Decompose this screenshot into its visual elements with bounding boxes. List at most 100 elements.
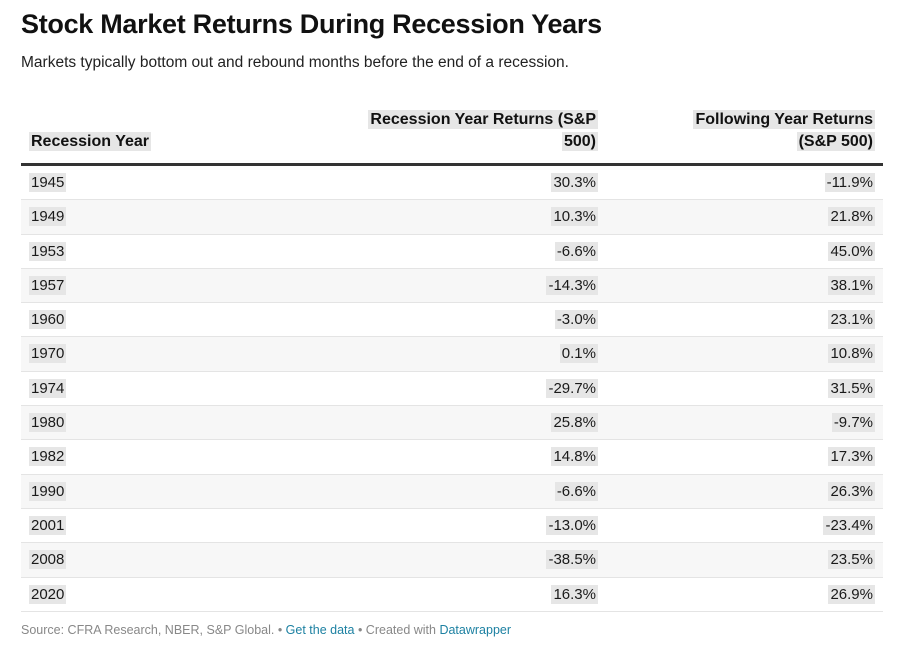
cell-value: -13.0% xyxy=(546,515,598,535)
following-return-cell: 26.9% xyxy=(828,584,875,604)
cell-value: 1974 xyxy=(29,378,67,398)
following-return-cell: 23.5% xyxy=(828,550,875,570)
table-row: 1960 -3.0% 23.1% xyxy=(21,303,883,338)
recession-return-cell: -29.7% xyxy=(546,378,598,398)
cell-value: 1980 xyxy=(29,413,67,433)
recession-year-cell: 2001 xyxy=(29,515,67,535)
following-return-cell: 31.5% xyxy=(828,378,875,398)
following-return-cell: 10.8% xyxy=(828,344,875,364)
get-data-link[interactable]: Get the data xyxy=(285,623,355,637)
recession-year-cell: 1960 xyxy=(29,310,67,330)
column-header-recession-year[interactable]: Recession Year xyxy=(29,131,152,153)
cell-value: 1953 xyxy=(29,241,67,261)
recession-return-cell: 10.3% xyxy=(551,207,598,227)
column-header-label-line1: Recession Year Returns (S&P xyxy=(368,110,598,129)
recession-return-cell: -6.6% xyxy=(554,241,598,261)
table-row: 1990 -6.6% 26.3% xyxy=(21,474,883,509)
cell-value: 21.8% xyxy=(828,207,875,227)
cell-value: 10.3% xyxy=(551,207,598,227)
following-return-cell: -23.4% xyxy=(823,515,875,535)
table-row: 1970 0.1% 10.8% xyxy=(21,337,883,372)
recession-return-cell: -14.3% xyxy=(546,275,598,295)
column-header-recession-returns[interactable]: Recession Year Returns (S&P 500) xyxy=(328,109,598,153)
cell-value: -6.6% xyxy=(554,241,598,261)
table-row: 1953 -6.6% 45.0% xyxy=(21,235,883,269)
recession-year-cell: 1957 xyxy=(29,275,67,295)
table-row: 2001 -13.0% -23.4% xyxy=(21,509,883,544)
cell-value: 0.1% xyxy=(559,344,598,364)
cell-value: 30.3% xyxy=(551,173,598,192)
table-row: 1957 -14.3% 38.1% xyxy=(21,268,883,304)
recession-year-cell: 2020 xyxy=(29,584,67,604)
cell-value: 25.8% xyxy=(551,413,598,433)
column-header-label: Recession Year xyxy=(29,132,152,151)
table-row: 2008 -38.5% 23.5% xyxy=(21,543,883,578)
cell-value: -11.9% xyxy=(824,173,875,192)
cell-value: 1982 xyxy=(29,447,67,467)
column-header-following-returns[interactable]: Following Year Returns (S&P 500) xyxy=(655,109,875,153)
recession-return-cell: 0.1% xyxy=(559,344,598,364)
cell-value: 14.8% xyxy=(551,447,598,467)
cell-value: 2008 xyxy=(29,550,67,570)
following-return-cell: 17.3% xyxy=(828,447,875,467)
cell-value: 1945 xyxy=(29,173,67,192)
cell-value: 23.5% xyxy=(828,550,875,570)
recession-year-cell: 1945 xyxy=(29,173,67,192)
cell-value: -29.7% xyxy=(546,378,598,398)
cell-value: 26.9% xyxy=(828,584,875,604)
following-return-cell: 38.1% xyxy=(828,275,875,295)
cell-value: 1949 xyxy=(29,207,67,227)
source-footer: Source: CFRA Research, NBER, S&P Global.… xyxy=(21,623,511,637)
cell-value: -14.3% xyxy=(546,275,598,295)
recession-return-cell: 25.8% xyxy=(551,413,598,433)
column-header-label-line2: (S&P 500) xyxy=(796,132,875,151)
column-header-label-line1: Following Year Returns xyxy=(693,110,875,129)
recession-year-cell: 1980 xyxy=(29,413,67,433)
created-with-text: • Created with xyxy=(354,623,440,637)
following-return-cell: 21.8% xyxy=(828,207,875,227)
cell-value: 45.0% xyxy=(828,241,875,261)
recession-return-cell: -3.0% xyxy=(554,310,598,330)
cell-value: -3.0% xyxy=(554,310,598,330)
data-table: Recession Year Recession Year Returns (S… xyxy=(21,104,883,612)
table-row: 1980 25.8% -9.7% xyxy=(21,406,883,441)
following-return-cell: 45.0% xyxy=(828,241,875,261)
table-row: 1982 14.8% 17.3% xyxy=(21,440,883,475)
cell-value: 38.1% xyxy=(828,275,875,295)
source-text: Source: CFRA Research, NBER, S&P Global.… xyxy=(21,623,286,637)
recession-year-cell: 1953 xyxy=(29,241,67,261)
table-row: 1974 -29.7% 31.5% xyxy=(21,372,883,407)
recession-year-cell: 1970 xyxy=(29,344,67,364)
table-row: 1949 10.3% 21.8% xyxy=(21,200,883,235)
recession-year-cell: 1990 xyxy=(29,481,67,501)
cell-value: 31.5% xyxy=(828,378,875,398)
recession-year-cell: 1982 xyxy=(29,447,67,467)
cell-value: -6.6% xyxy=(554,481,598,501)
cell-value: 1990 xyxy=(29,481,67,501)
recession-return-cell: 14.8% xyxy=(551,447,598,467)
chart-title: Stock Market Returns During Recession Ye… xyxy=(21,9,602,39)
cell-value: 1957 xyxy=(29,275,67,295)
cell-value: 2001 xyxy=(29,515,67,535)
column-header-label-line2: 500) xyxy=(561,132,598,151)
recession-return-cell: 30.3% xyxy=(551,173,598,192)
table-body: 1945 30.3% -11.9% 1949 10.3% 21.8% 1953 -6.6% 45… xyxy=(21,166,883,612)
cell-value: 2020 xyxy=(29,584,67,604)
following-return-cell: 23.1% xyxy=(828,310,875,330)
recession-year-cell: 1974 xyxy=(29,378,67,398)
cell-value: -38.5% xyxy=(546,550,598,570)
following-return-cell: -11.9% xyxy=(824,173,875,192)
table-header[interactable]: Recession Year Recession Year Returns (S… xyxy=(21,104,883,166)
recession-year-cell: 1949 xyxy=(29,207,67,227)
recession-return-cell: -6.6% xyxy=(554,481,598,501)
recession-year-cell: 2008 xyxy=(29,550,67,570)
table-row: 2020 16.3% 26.9% xyxy=(21,578,883,612)
cell-value: -23.4% xyxy=(823,515,875,535)
recession-return-cell: 16.3% xyxy=(551,584,598,604)
datawrapper-link[interactable]: Datawrapper xyxy=(439,623,512,637)
chart-subtitle: Markets typically bottom out and rebound… xyxy=(21,54,569,71)
cell-value: 10.8% xyxy=(828,344,875,364)
recession-return-cell: -13.0% xyxy=(546,515,598,535)
following-return-cell: 26.3% xyxy=(828,481,875,501)
cell-value: 1970 xyxy=(29,344,67,364)
